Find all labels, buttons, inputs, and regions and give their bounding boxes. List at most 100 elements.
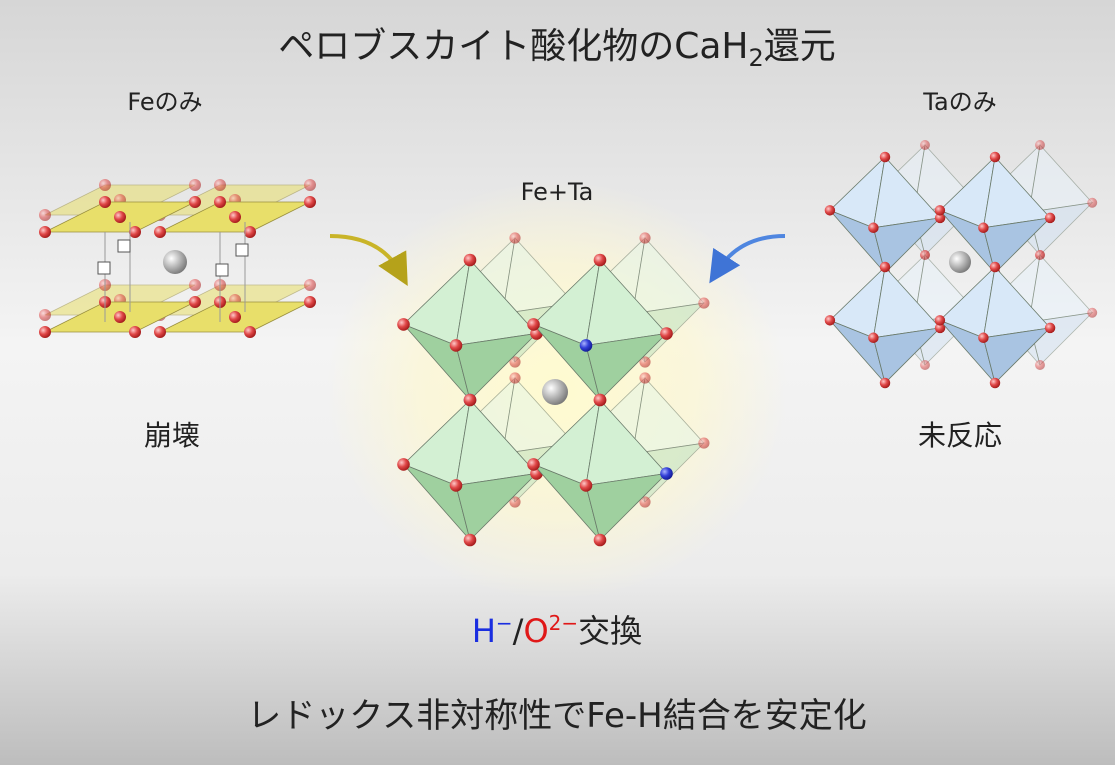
atom <box>509 372 521 384</box>
atom <box>189 196 201 208</box>
atom <box>114 311 126 323</box>
octahedron-face <box>982 217 1052 274</box>
atom <box>509 356 521 368</box>
atom <box>1087 197 1098 208</box>
arrow-right <box>709 234 786 284</box>
atom <box>639 232 651 244</box>
atom <box>114 211 126 223</box>
hydride-charge: − <box>496 611 513 635</box>
title-main: ペロブスカイト酸化物のCaH <box>278 26 748 67</box>
a-site <box>949 251 971 273</box>
atom <box>989 261 1001 273</box>
atom <box>449 479 463 492</box>
atom <box>824 205 836 216</box>
atom <box>934 212 946 224</box>
atom <box>463 393 477 407</box>
atom <box>698 297 710 309</box>
atom <box>579 479 593 492</box>
octahedron-face <box>872 327 942 384</box>
exchange: H−/O2−交換 <box>472 611 642 650</box>
atom <box>463 533 477 547</box>
vacancy <box>215 263 229 277</box>
slash: / <box>513 612 524 650</box>
atom <box>99 196 111 208</box>
atom <box>39 209 51 221</box>
atom <box>304 279 316 291</box>
atom <box>879 151 891 163</box>
atom <box>189 296 201 308</box>
title-suffix: 還元 <box>764 26 836 67</box>
atom <box>934 315 946 326</box>
octahedron-face <box>872 217 942 274</box>
atom <box>463 253 477 267</box>
atom <box>397 318 410 331</box>
atom <box>304 196 316 208</box>
atom <box>660 467 673 480</box>
atom <box>879 261 891 273</box>
atom <box>579 339 593 352</box>
atom <box>868 222 879 233</box>
atom <box>920 140 930 150</box>
panel-result: 崩壊 <box>144 419 200 452</box>
panel-label: Feのみ <box>127 88 202 116</box>
atom <box>129 326 141 338</box>
octahedron-face <box>982 327 1052 384</box>
atom <box>229 311 241 323</box>
atom <box>934 205 946 216</box>
atom <box>509 232 521 244</box>
a-site <box>542 379 568 405</box>
atom <box>639 356 651 368</box>
hydride: H <box>472 612 496 650</box>
atom <box>879 377 891 389</box>
atom <box>509 496 521 508</box>
atom <box>229 211 241 223</box>
atom <box>449 339 463 352</box>
a-site <box>163 250 187 274</box>
atom <box>397 458 410 471</box>
atom <box>214 196 226 208</box>
octahedron-face <box>585 472 668 541</box>
atom <box>593 393 607 407</box>
atom <box>920 250 930 260</box>
octahedron-face <box>455 472 538 541</box>
atom <box>989 151 1001 163</box>
vacancy <box>235 243 249 257</box>
atom <box>660 327 673 340</box>
atom <box>978 332 989 343</box>
atom <box>214 179 226 191</box>
atom <box>593 533 607 547</box>
octahedron-face <box>585 332 668 401</box>
atom <box>639 496 651 508</box>
atom <box>1087 307 1098 318</box>
atom <box>1044 322 1056 334</box>
atom <box>593 253 607 267</box>
atom <box>129 226 141 238</box>
atom <box>189 279 201 291</box>
atom <box>1044 212 1056 224</box>
atom <box>154 326 166 338</box>
atom <box>39 309 51 321</box>
atom <box>244 226 256 238</box>
atom <box>934 322 946 334</box>
oxide: O <box>523 612 548 650</box>
conclusion: レドックス非対称性でFe-H結合を安定化 <box>247 696 866 736</box>
title-subscript: 2 <box>748 44 763 72</box>
octahedron-face <box>455 332 538 401</box>
atom <box>99 179 111 191</box>
atom <box>154 226 166 238</box>
atom <box>978 222 989 233</box>
panel-result: 未反応 <box>918 419 1002 452</box>
vacancy <box>97 261 111 275</box>
atom <box>989 377 1001 389</box>
atom <box>1035 250 1045 260</box>
atom <box>698 437 710 449</box>
atom <box>1035 140 1045 150</box>
atom <box>189 179 201 191</box>
atom <box>304 179 316 191</box>
atom <box>639 372 651 384</box>
atom <box>824 315 836 326</box>
vacancy <box>117 239 131 253</box>
atom <box>527 318 540 331</box>
